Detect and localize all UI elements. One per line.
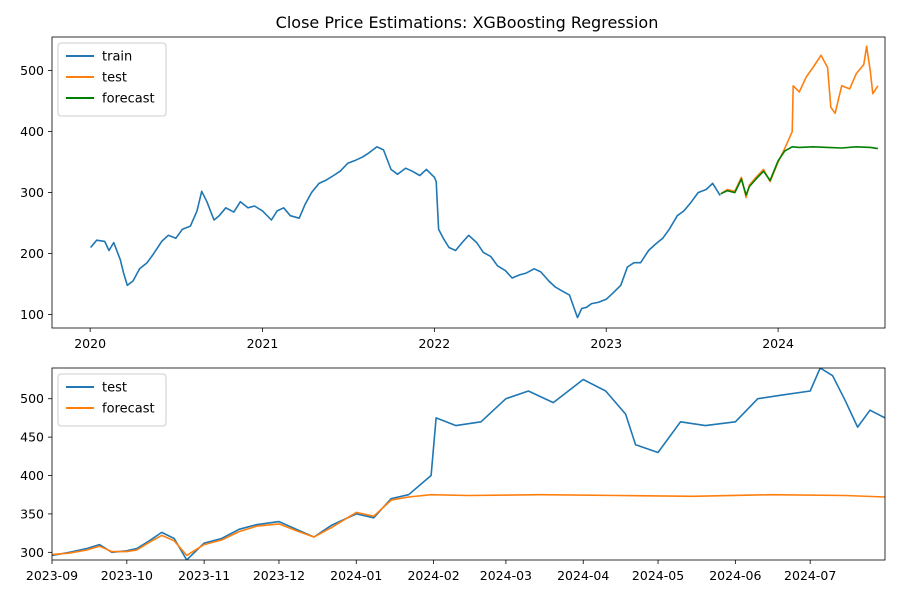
y-tick-label: 400: [20, 124, 44, 139]
x-tick-label: 2023-11: [178, 568, 230, 583]
series-line-forecast: [52, 493, 885, 557]
x-tick-label: 2024-02: [407, 568, 459, 583]
y-tick-label: 300: [20, 185, 44, 200]
x-tick-label: 2024-07: [784, 568, 836, 583]
x-tick-label: 2023-10: [101, 568, 153, 583]
x-tick-label: 2021: [247, 336, 279, 351]
y-tick-label: 200: [20, 246, 44, 261]
x-tick-label: 2024-05: [632, 568, 684, 583]
legend-label-forecast: forecast: [102, 92, 155, 107]
legend-label-forecast: forecast: [102, 402, 155, 417]
series-line-forecast: [720, 146, 879, 196]
chart-title: Close Price Estimations: XGBoosting Regr…: [276, 13, 659, 32]
y-tick-label: 450: [20, 430, 44, 445]
x-tick-label: 2020: [74, 336, 106, 351]
x-tick-label: 2024-01: [330, 568, 382, 583]
bottom-chart-axes: 2023-09 2023-10 2023-11 2023-12 2024-01 2024-…: [20, 367, 886, 583]
legend-label-test: test: [102, 71, 127, 86]
x-tick-label: 2024-06: [709, 568, 761, 583]
y-tick-label: 350: [20, 506, 44, 521]
legend: test forecast: [57, 373, 167, 427]
axes-frame: [51, 36, 886, 329]
x-tick-label: 2024-03: [480, 568, 532, 583]
series-line-test: [52, 368, 885, 560]
x-tick-label: 2023-09: [26, 568, 78, 583]
x-tick-label: 2022: [418, 336, 450, 351]
x-tick-label: 2023: [590, 336, 622, 351]
y-tick-label: 500: [20, 391, 44, 406]
legend-label-train: train: [102, 50, 132, 65]
x-tick-label: 2023-12: [253, 568, 305, 583]
y-tick-label: 400: [20, 468, 44, 483]
axes-frame: [51, 367, 886, 561]
x-tick-label: 2024-04: [557, 568, 609, 583]
y-tick-label: 300: [20, 545, 44, 560]
series-line-train: [89, 146, 721, 319]
y-tick-label: 100: [20, 307, 44, 322]
top-chart-axes: 2020 2021 2022 2023 2024 100 200 300 400 500 train…: [20, 36, 886, 351]
y-tick-label: 500: [20, 63, 44, 78]
legend-label-test: test: [102, 381, 127, 396]
legend: train test forecast: [57, 42, 167, 117]
x-tick-label: 2024: [762, 336, 794, 351]
